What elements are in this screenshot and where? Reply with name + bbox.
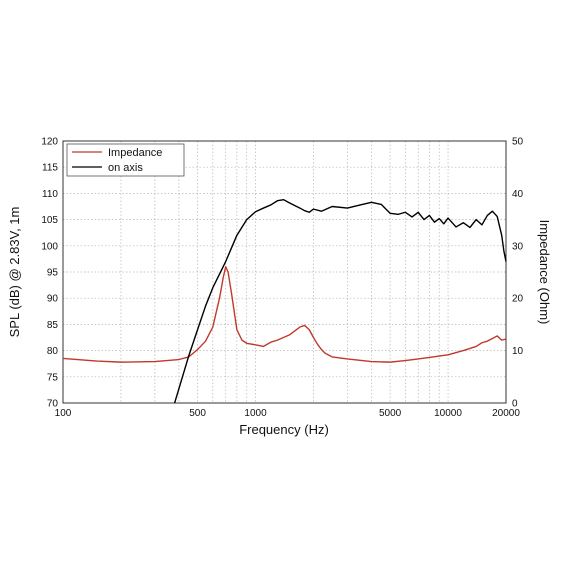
y-tick-label: 70 (47, 399, 59, 410)
y2-tick-label: 10 (512, 346, 524, 357)
y-tick-label: 85 (47, 320, 59, 331)
y-tick-label: 120 (41, 137, 58, 148)
y-tick-label: 110 (42, 189, 58, 200)
y2-tick-label: 50 (512, 137, 524, 148)
x-tick-label: 1000 (244, 408, 267, 419)
y-tick-label: 75 (47, 372, 59, 383)
legend-label-impedance: Impedance (108, 147, 162, 159)
y-tick-label: 100 (41, 241, 58, 252)
legend: Impedance on axis (66, 143, 185, 177)
x-tick-label: 20000 (492, 408, 520, 419)
series-lines (62, 198, 507, 404)
y-axis-title: SPL (dB) @ 2.83V, 1m (7, 207, 22, 338)
series-line-on-axis (173, 198, 507, 404)
y2-tick-label: 20 (512, 294, 524, 305)
x-axis-title: Frequency (Hz) (239, 422, 329, 437)
legend-label-on-axis: on axis (108, 162, 143, 174)
x-tick-label: 5000 (379, 408, 402, 419)
y-tick-label: 80 (47, 346, 59, 357)
y-tick-label: 105 (41, 215, 58, 226)
grid (63, 141, 506, 403)
axis-ticks: 100 500 1000 5000 10000 200007075808590951001… (41, 137, 523, 420)
x-tick-label: 10000 (434, 408, 462, 419)
y2-tick-label: 30 (512, 241, 524, 252)
y2-axis-title: Impedance (Ohm) (537, 220, 552, 325)
plot-frame (62, 140, 507, 404)
y-tick-label: 95 (47, 268, 59, 279)
y2-tick-label: 0 (512, 399, 518, 410)
x-tick-label: 500 (189, 408, 206, 419)
y-tick-label: 90 (47, 294, 59, 305)
y2-tick-label: 40 (512, 189, 524, 200)
x-tick-label: 100 (55, 408, 72, 419)
series-line-impedance (62, 266, 507, 363)
legend-box (66, 143, 185, 177)
y-tick-label: 115 (42, 163, 58, 174)
